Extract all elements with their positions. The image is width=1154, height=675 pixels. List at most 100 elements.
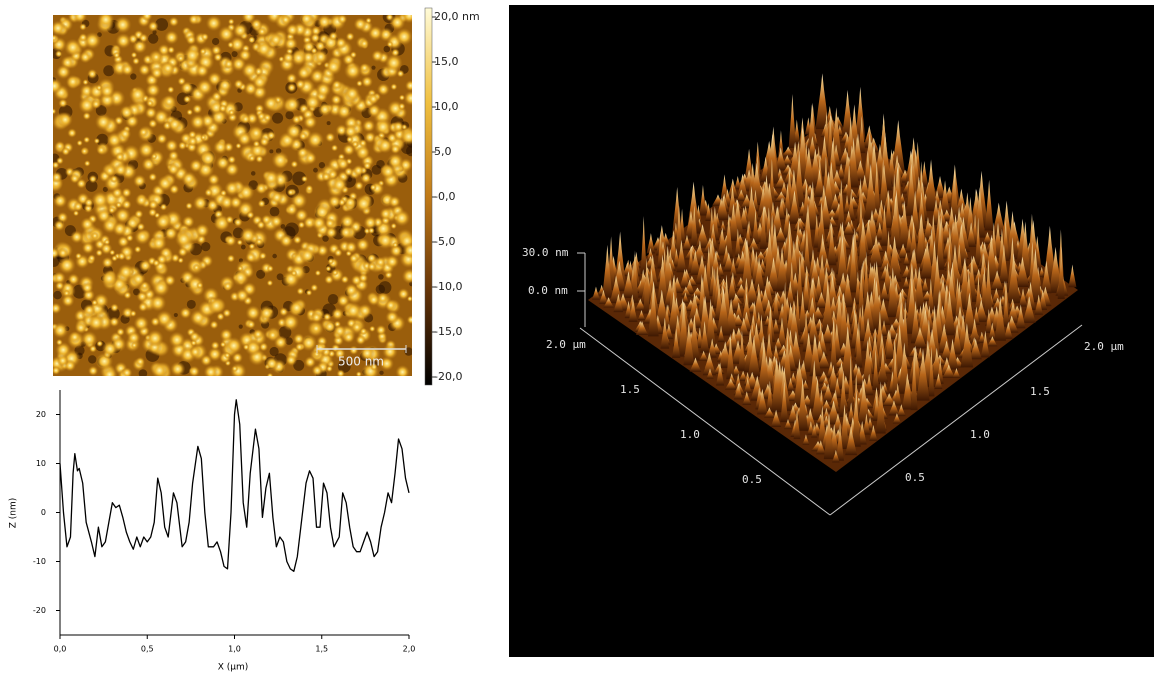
pit [375, 284, 386, 295]
grain [343, 124, 358, 139]
grain [162, 94, 176, 109]
grain [360, 172, 372, 184]
surface-peak [913, 266, 925, 309]
grain [351, 140, 359, 148]
grain [339, 214, 356, 230]
surface-peak [705, 203, 712, 221]
grain [101, 256, 114, 269]
surface-peak [952, 367, 961, 379]
grain [217, 77, 233, 93]
grain [146, 329, 164, 348]
grain [91, 299, 99, 307]
surface-peak [1007, 253, 1021, 304]
grain [245, 251, 257, 263]
surface-peak [828, 364, 839, 393]
grain [117, 251, 126, 261]
grain [255, 182, 268, 195]
grain [348, 253, 359, 264]
grain [398, 102, 406, 111]
surface-peak [888, 400, 900, 416]
grain [165, 139, 179, 153]
surface-peak [942, 364, 956, 379]
grain [150, 235, 167, 252]
surface-peak [738, 317, 749, 336]
surface-peak [945, 227, 955, 272]
surface-peak [975, 217, 982, 266]
surface-peak [811, 377, 824, 420]
surface-peak [832, 413, 844, 434]
grain [384, 299, 397, 312]
grain [344, 241, 358, 254]
grain [349, 345, 359, 356]
grain [121, 199, 132, 210]
surface-peak [640, 216, 647, 274]
grain [181, 171, 197, 187]
grain [336, 103, 353, 120]
grain [266, 130, 276, 141]
left-axis-label: 2.0 µm [546, 338, 586, 351]
grain [68, 331, 81, 344]
grain [355, 145, 370, 160]
grain [246, 319, 256, 329]
grain [324, 217, 336, 229]
surface-peak [628, 299, 638, 322]
surface-peak [897, 243, 909, 258]
surface-peak [855, 86, 866, 141]
grain [386, 41, 394, 48]
grain [385, 310, 399, 324]
grain [69, 173, 80, 184]
surface-peak [822, 258, 832, 275]
grain [331, 176, 348, 193]
grain [314, 269, 322, 277]
surface-peak [876, 333, 888, 367]
grain [79, 50, 92, 64]
colorbar-tick-label: 10,0 [434, 100, 459, 113]
grain [325, 265, 332, 272]
surface-peak [837, 163, 845, 179]
surface-peak [878, 346, 888, 385]
right-axis-label: 1.5 [1030, 385, 1050, 398]
colorbar-tick-label: -15,0 [434, 325, 462, 338]
grain [306, 131, 325, 149]
colorbar-tick-label: 15,0 [434, 55, 459, 68]
surface-peak [1028, 248, 1042, 303]
grain [53, 302, 62, 315]
surface-peak [738, 370, 748, 381]
surface-peak [916, 215, 925, 264]
grain [395, 364, 410, 376]
surface-peak [879, 252, 893, 272]
pit [130, 73, 137, 80]
surface-peak [851, 390, 861, 447]
surface-peak [960, 323, 974, 368]
grain [242, 343, 250, 351]
grain [53, 271, 66, 285]
grain [65, 74, 81, 89]
surface-peak [680, 286, 692, 297]
grain [103, 164, 116, 177]
surface-peak [860, 291, 875, 333]
surface-peak [821, 280, 834, 335]
grain [377, 137, 394, 154]
grain [148, 207, 158, 217]
grain [134, 228, 151, 245]
surface-peak [740, 239, 754, 294]
surface-peak [935, 217, 945, 270]
grain [53, 219, 66, 232]
grain [96, 145, 107, 155]
grain [358, 273, 369, 283]
grain [70, 230, 84, 244]
surface-peak [675, 205, 683, 256]
grain [147, 20, 159, 32]
grain [58, 98, 68, 108]
grain [288, 299, 305, 316]
grain [285, 354, 298, 366]
grain [359, 327, 368, 336]
left-axis [579, 327, 831, 516]
grain [290, 160, 299, 169]
grain [293, 235, 302, 245]
grain [195, 63, 210, 78]
grain [137, 301, 149, 312]
surface-peak [643, 257, 650, 314]
grain [55, 281, 65, 291]
